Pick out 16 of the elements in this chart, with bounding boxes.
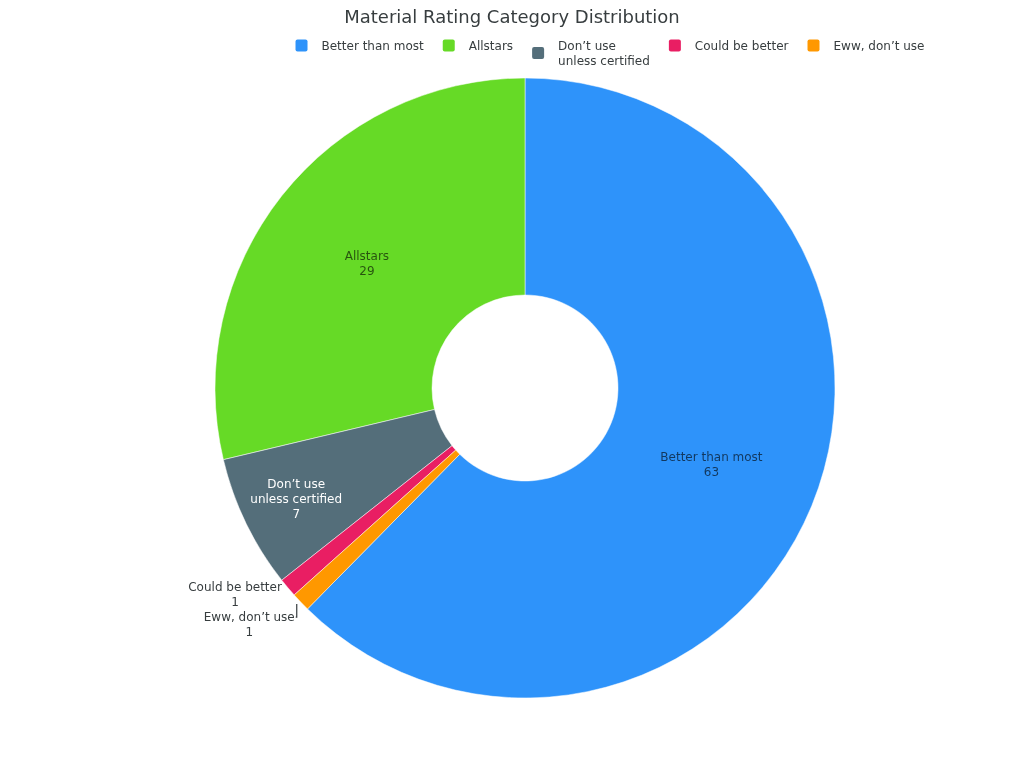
data-label: 63 <box>703 465 720 480</box>
data-label: 29 <box>359 264 375 279</box>
data-label: 7 <box>292 507 301 522</box>
legend-label: Don’t use unless certified <box>558 39 650 68</box>
slice-label: Allstars <box>344 249 390 264</box>
slice-label: Eww, don’t use <box>203 609 295 624</box>
slice-label: Don’t use unless certified <box>250 477 343 507</box>
slice-label: Could be better <box>188 579 282 594</box>
legend-label: Better than most <box>321 39 425 53</box>
legend-label: Could be better <box>694 39 789 53</box>
legend-label: Eww, don’t use <box>833 39 925 53</box>
data-label: 1 <box>231 594 239 609</box>
data-label: 1 <box>245 624 254 639</box>
slice-label: Better than most <box>660 450 763 465</box>
legend-label: Allstars <box>468 39 514 53</box>
chart-title: Material Rating Category Distribution <box>344 6 680 27</box>
